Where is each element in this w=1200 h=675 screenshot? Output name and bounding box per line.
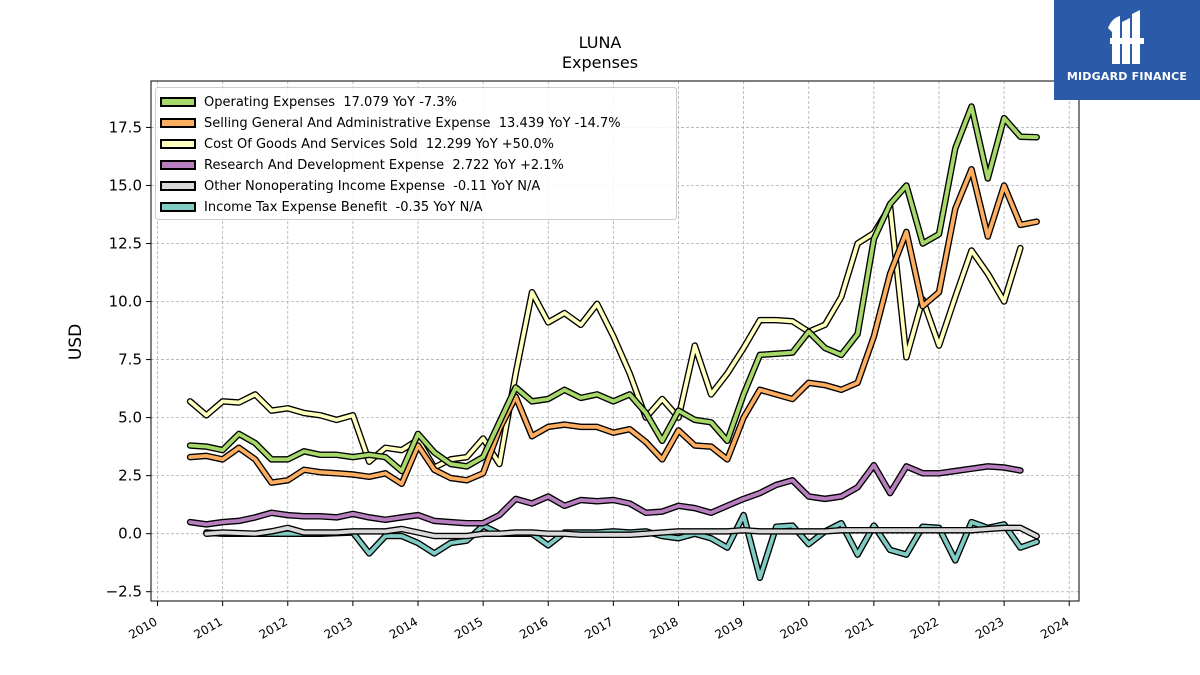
y-tick-label: 0.0 [118,525,142,543]
y-tick-label: 15.0 [109,176,142,194]
plot-frame [150,80,1080,602]
x-tick-label: 2018 [647,614,680,641]
legend-label: Operating Expenses 17.079 YoY -7.3% [204,94,457,110]
y-tick-label: 7.5 [118,351,142,369]
legend-swatch [160,202,196,212]
series-lines [186,103,1040,582]
logo-mark-icon [1108,10,1144,64]
x-tick-label: 2024 [1038,614,1071,641]
x-tick-label: 2010 [126,614,159,641]
y-tick-label: 12.5 [109,235,142,253]
legend-item: Cost Of Goods And Services Sold 12.299 Y… [160,134,554,154]
x-tick-label: 2021 [843,614,876,641]
legend-item: Selling General And Administrative Expen… [160,113,621,133]
y-tick-label: −2.5 [106,583,142,601]
x-tick-label: 2023 [973,614,1006,641]
legend-label: Cost Of Goods And Services Sold 12.299 Y… [204,136,554,152]
legend-item: Other Nonoperating Income Expense -0.11 … [160,176,540,196]
y-axis-label: USD [66,324,86,360]
y-tick-label: 17.5 [109,118,142,136]
legend-label: Other Nonoperating Income Expense -0.11 … [204,178,541,194]
legend-item: Income Tax Expense Benefit -0.35 YoY N/A [160,197,483,217]
series-line-income-tax-expense-benefit [204,513,1039,580]
legend: Operating Expenses 17.079 YoY -7.3% Selli… [155,87,677,220]
x-tick-label: 2020 [778,614,811,641]
legend-swatch [160,97,196,107]
x-tick-label: 2022 [908,614,941,641]
series-line-selling-general-and-administrative-expense [188,167,1039,486]
series-line-research-and-development-expense [188,463,1023,527]
legend-swatch [160,118,196,128]
legend-item: Operating Expenses 17.079 YoY -7.3% [160,92,457,112]
legend-label: Income Tax Expense Benefit -0.35 YoY N/A [204,199,483,215]
x-tick-label: 2017 [582,614,615,641]
legend-label: Selling General And Administrative Expen… [204,115,621,131]
legend-label: Research And Development Expense 2.722 Y… [204,157,564,173]
midgard-finance-logo: MIDGARD FINANCE [1054,0,1200,100]
legend-item: Research And Development Expense 2.722 Y… [160,155,564,175]
y-tick-label: 10.0 [109,293,142,311]
legend-swatch [160,181,196,191]
y-tick-label: 2.5 [118,467,142,485]
logo-text: MIDGARD FINANCE [1066,70,1188,83]
x-tick-label: 2011 [191,614,224,641]
x-tick-label: 2019 [712,614,745,641]
chart-title: LUNA [578,33,622,52]
legend-swatch [160,160,196,170]
series-line-operating-expenses [188,104,1039,473]
x-tick-label: 2013 [322,614,355,641]
x-tick-label: 2014 [387,614,420,641]
x-tick-label: 2016 [517,614,550,641]
legend-swatch [160,139,196,149]
x-tick-label: 2015 [452,614,485,641]
y-tick-label: 5.0 [118,409,142,427]
chart-subtitle: Expenses [561,53,639,72]
series-line-other-nonoperating-income-expense [204,526,1039,539]
x-tick-label: 2012 [257,614,290,641]
